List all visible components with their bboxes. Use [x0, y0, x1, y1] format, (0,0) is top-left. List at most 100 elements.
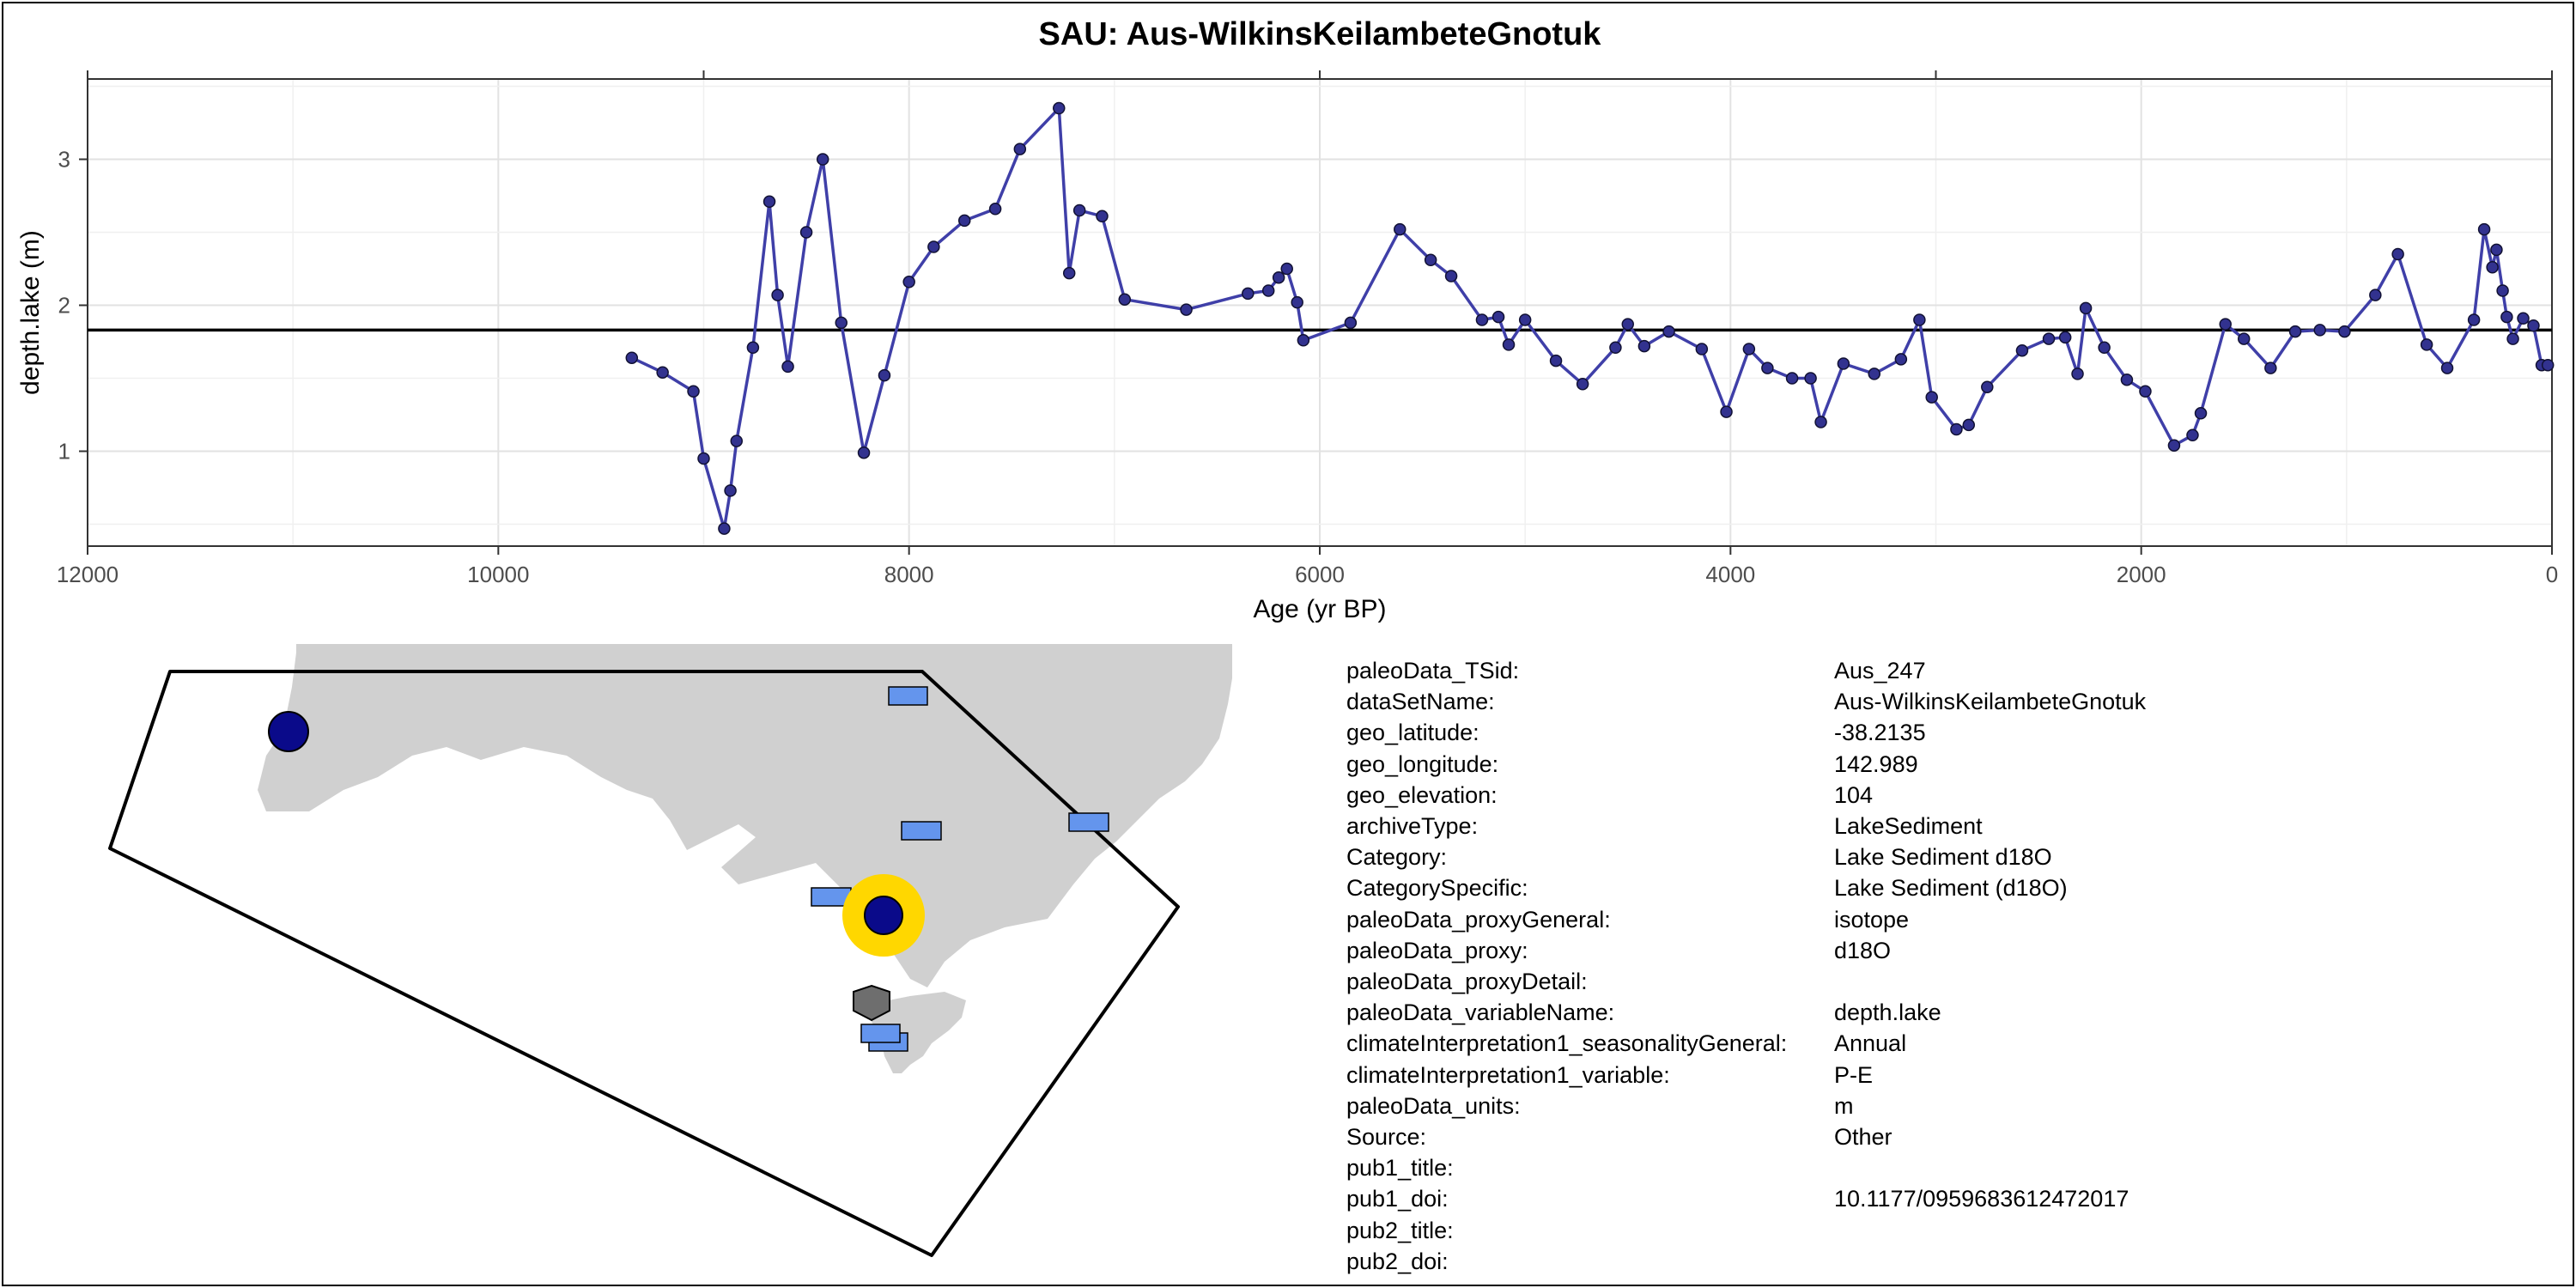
data-point [1013, 143, 1027, 155]
data-point [988, 203, 1002, 216]
metadata-value: LakeSediment [1834, 813, 1983, 839]
island-land-mass [867, 992, 966, 1073]
data-point [1492, 310, 1505, 324]
metadata-key: paleoData_variableName: [1346, 999, 1615, 1026]
metadata-value: Annual [1834, 1030, 1907, 1057]
data-point [1297, 334, 1310, 347]
site-marker-rectangle [901, 821, 942, 841]
data-point [2264, 361, 2277, 374]
data-point [1394, 222, 1406, 236]
chart-axis-ticks: 12000 10000 8000 6000 4000 2000 0 1 2 3 [57, 70, 2558, 587]
metadata-value: 104 [1834, 781, 1874, 808]
data-point [957, 214, 971, 228]
data-point [2490, 243, 2503, 257]
data-point [2219, 318, 2232, 331]
metadata-key: geo_longitude: [1346, 750, 1499, 777]
data-point [1837, 357, 1850, 370]
data-point [2042, 332, 2056, 345]
data-point [1261, 284, 1275, 297]
data-point [781, 360, 794, 374]
data-point [762, 195, 776, 209]
x-tick-label: 8000 [884, 562, 934, 587]
data-point [2194, 407, 2208, 420]
data-point [1637, 339, 1651, 353]
site-map [108, 644, 1232, 1257]
metadata-key: pub1_title: [1346, 1155, 1454, 1182]
data-point [1962, 418, 1976, 432]
metadata-key: climateInterpretation1_variable: [1346, 1061, 1670, 1088]
data-point [2467, 313, 2481, 326]
data-point [2071, 368, 2084, 380]
data-point [2338, 325, 2351, 338]
x-tick-label: 6000 [1295, 562, 1345, 587]
metadata-value: d18O [1834, 937, 1892, 963]
metadata-key: dataSetName: [1346, 689, 1495, 715]
data-point [1695, 343, 1709, 355]
data-point [2313, 324, 2326, 337]
metadata-key: pub2_doi: [1346, 1248, 1449, 1274]
data-point [1785, 372, 1799, 385]
metadata-value: Other [1834, 1124, 1893, 1150]
data-point [2139, 385, 2152, 398]
data-point [1062, 266, 1076, 280]
metadata-key: CategorySpecific: [1346, 875, 1528, 902]
data-point [724, 484, 737, 497]
data-point [1072, 204, 1086, 217]
data-point [656, 366, 669, 379]
data-point [1981, 380, 1994, 393]
data-point [1118, 293, 1132, 306]
data-point [2486, 261, 2499, 274]
data-point [771, 289, 784, 301]
data-point [1621, 318, 1634, 331]
data-point [1742, 343, 1756, 355]
metadata-value: 142.989 [1834, 750, 1918, 777]
data-point [687, 385, 700, 398]
metadata-value: -38.2135 [1834, 720, 1926, 746]
metadata-key: archiveType: [1346, 813, 1479, 839]
data-point [2506, 332, 2519, 345]
data-point [1475, 313, 1489, 326]
land-mass [258, 644, 1232, 987]
data-point [1894, 353, 1908, 366]
data-point [2186, 428, 2199, 442]
x-axis-label: Age (yr BP) [1253, 595, 1386, 623]
x-tick-label: 10000 [467, 562, 529, 587]
data-point [2369, 289, 2382, 301]
metadata-value: m [1834, 1092, 1854, 1119]
data-point [2098, 341, 2111, 355]
data-point [1761, 361, 1774, 374]
plot-panel-border [87, 78, 2553, 547]
data-point [1053, 101, 1066, 115]
data-point [2079, 301, 2093, 315]
data-point [1242, 287, 1255, 301]
data-point [2288, 325, 2302, 338]
site-marker-circle [268, 711, 309, 752]
data-point [2015, 343, 2029, 357]
data-point [2420, 338, 2433, 351]
metadata-value: Aus_247 [1834, 658, 1926, 683]
selected-site-marker [864, 896, 903, 935]
data-point [2058, 331, 2072, 344]
data-point [799, 226, 813, 239]
metadata-key: geo_elevation: [1346, 781, 1498, 808]
data-point [1280, 262, 1293, 276]
metadata-value: P-E [1834, 1061, 1874, 1088]
chart-series-group [625, 101, 2555, 535]
metadata-value: isotope [1834, 906, 1910, 933]
metadata-key: paleoData_proxyDetail: [1346, 969, 1588, 994]
data-point [1814, 416, 1827, 428]
data-point [2500, 310, 2513, 324]
data-point [697, 452, 710, 465]
metadata-value: Lake Sediment (d18O) [1834, 875, 2068, 902]
data-point [746, 341, 760, 355]
data-point [2541, 358, 2555, 372]
data-point [2517, 312, 2530, 325]
data-point [1804, 372, 1817, 385]
metadata-value: Aus-WilkinsKeilambeteGnotuk [1834, 689, 2147, 715]
data-point [857, 446, 871, 459]
data-point [1272, 270, 1285, 284]
data-point [730, 434, 744, 447]
metadata-key: paleoData_proxy: [1346, 937, 1528, 963]
